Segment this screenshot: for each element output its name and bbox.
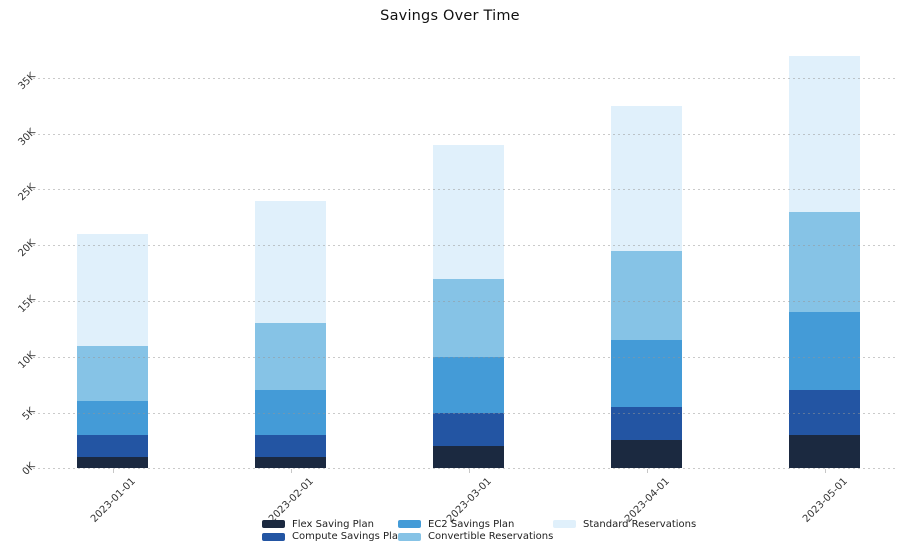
bar-segment-standard-reservations[interactable] (789, 55, 860, 212)
legend-swatch-flex-saving-plan (262, 520, 285, 528)
bar-segment-standard-reservations[interactable] (433, 144, 504, 279)
gridline-30k (33, 133, 897, 135)
bar-segment-flex-saving-plan[interactable] (77, 457, 148, 469)
legend-item-convertible-reservations[interactable]: Convertible Reservations (398, 531, 553, 543)
y-axis-tick-label: 15K (16, 293, 38, 316)
bar-segment-flex-saving-plan[interactable] (611, 440, 682, 469)
bar-segment-ec2-savings-plan[interactable] (77, 401, 148, 435)
legend-swatch-convertible-reservations (398, 532, 421, 541)
y-axis-tick-label: 0K (20, 461, 38, 478)
bar-segment-ec2-savings-plan[interactable] (789, 312, 860, 391)
x-axis-tick-mark (824, 469, 826, 473)
bar-segment-compute-savings-plan[interactable] (433, 412, 504, 446)
bar-segment-flex-saving-plan[interactable] (789, 434, 860, 469)
bar-segment-ec2-savings-plan[interactable] (611, 340, 682, 407)
y-axis-tick-label: 25K (16, 182, 38, 204)
bar-segment-convertible-reservations[interactable] (255, 323, 326, 391)
y-axis-tick-label: 5K (20, 405, 38, 423)
x-axis-tick-label: 2023-01-01 (89, 476, 139, 525)
bar-segment-convertible-reservations[interactable] (77, 345, 148, 402)
y-axis-tick-label: 10K (16, 349, 38, 371)
gridline-25k (33, 189, 897, 191)
bar-segment-flex-saving-plan[interactable] (433, 445, 504, 469)
legend-swatch-standard-reservations (553, 520, 576, 528)
legend-item-ec2-savings-plan[interactable]: EC2 Savings Plan (398, 518, 514, 530)
x-axis-tick-mark (468, 469, 470, 473)
legend-item-standard-reservations[interactable]: Standard Reservations (553, 518, 696, 530)
legend-label: Standard Reservations (583, 518, 697, 530)
gridline-35k (33, 77, 897, 79)
legend-label: Convertible Reservations (428, 531, 554, 542)
x-axis-tick-mark (646, 469, 648, 473)
bar-segment-ec2-savings-plan[interactable] (255, 390, 326, 435)
legend-swatch-ec2-savings-plan (398, 520, 421, 528)
bar-segment-standard-reservations[interactable] (611, 105, 682, 251)
legend-item-flex-saving-plan[interactable]: Flex Saving Plan (262, 518, 374, 530)
bar-segment-flex-saving-plan[interactable] (255, 457, 326, 469)
y-axis-tick-label: 30K (16, 126, 38, 148)
bar-segment-convertible-reservations[interactable] (433, 278, 504, 357)
bar-segment-compute-savings-plan[interactable] (255, 434, 326, 458)
bar-segment-convertible-reservations[interactable] (611, 250, 682, 340)
gridline-15k (33, 300, 897, 302)
x-axis-tick-mark (290, 469, 292, 473)
bar-segment-standard-reservations[interactable] (255, 200, 326, 324)
legend-label: EC2 Savings Plan (428, 518, 515, 530)
bar-segment-convertible-reservations[interactable] (789, 211, 860, 313)
x-axis-tick-mark (112, 469, 114, 473)
bar-segment-compute-savings-plan[interactable] (611, 406, 682, 441)
bar-segment-compute-savings-plan[interactable] (77, 434, 148, 458)
bar-segment-compute-savings-plan[interactable] (789, 390, 860, 435)
y-axis-tick-label: 35K (16, 70, 38, 93)
legend-label: Flex Saving Plan (292, 518, 374, 530)
legend-swatch-compute-savings-plan (262, 532, 285, 541)
legend-label: Compute Savings Plan (292, 531, 405, 542)
chart-title: Savings Over Time (380, 8, 520, 24)
x-axis-tick-label: 2023-05-01 (801, 476, 851, 525)
gridline-10k (33, 356, 897, 358)
legend-item-compute-savings-plan[interactable]: Compute Savings Plan (262, 531, 404, 543)
gridline-20k (33, 245, 897, 247)
gridline-5k (33, 412, 897, 414)
bar-segment-standard-reservations[interactable] (77, 234, 148, 346)
bar-segment-ec2-savings-plan[interactable] (433, 356, 504, 413)
gridline-0k (33, 468, 897, 470)
y-axis-tick-label: 20K (16, 237, 38, 260)
